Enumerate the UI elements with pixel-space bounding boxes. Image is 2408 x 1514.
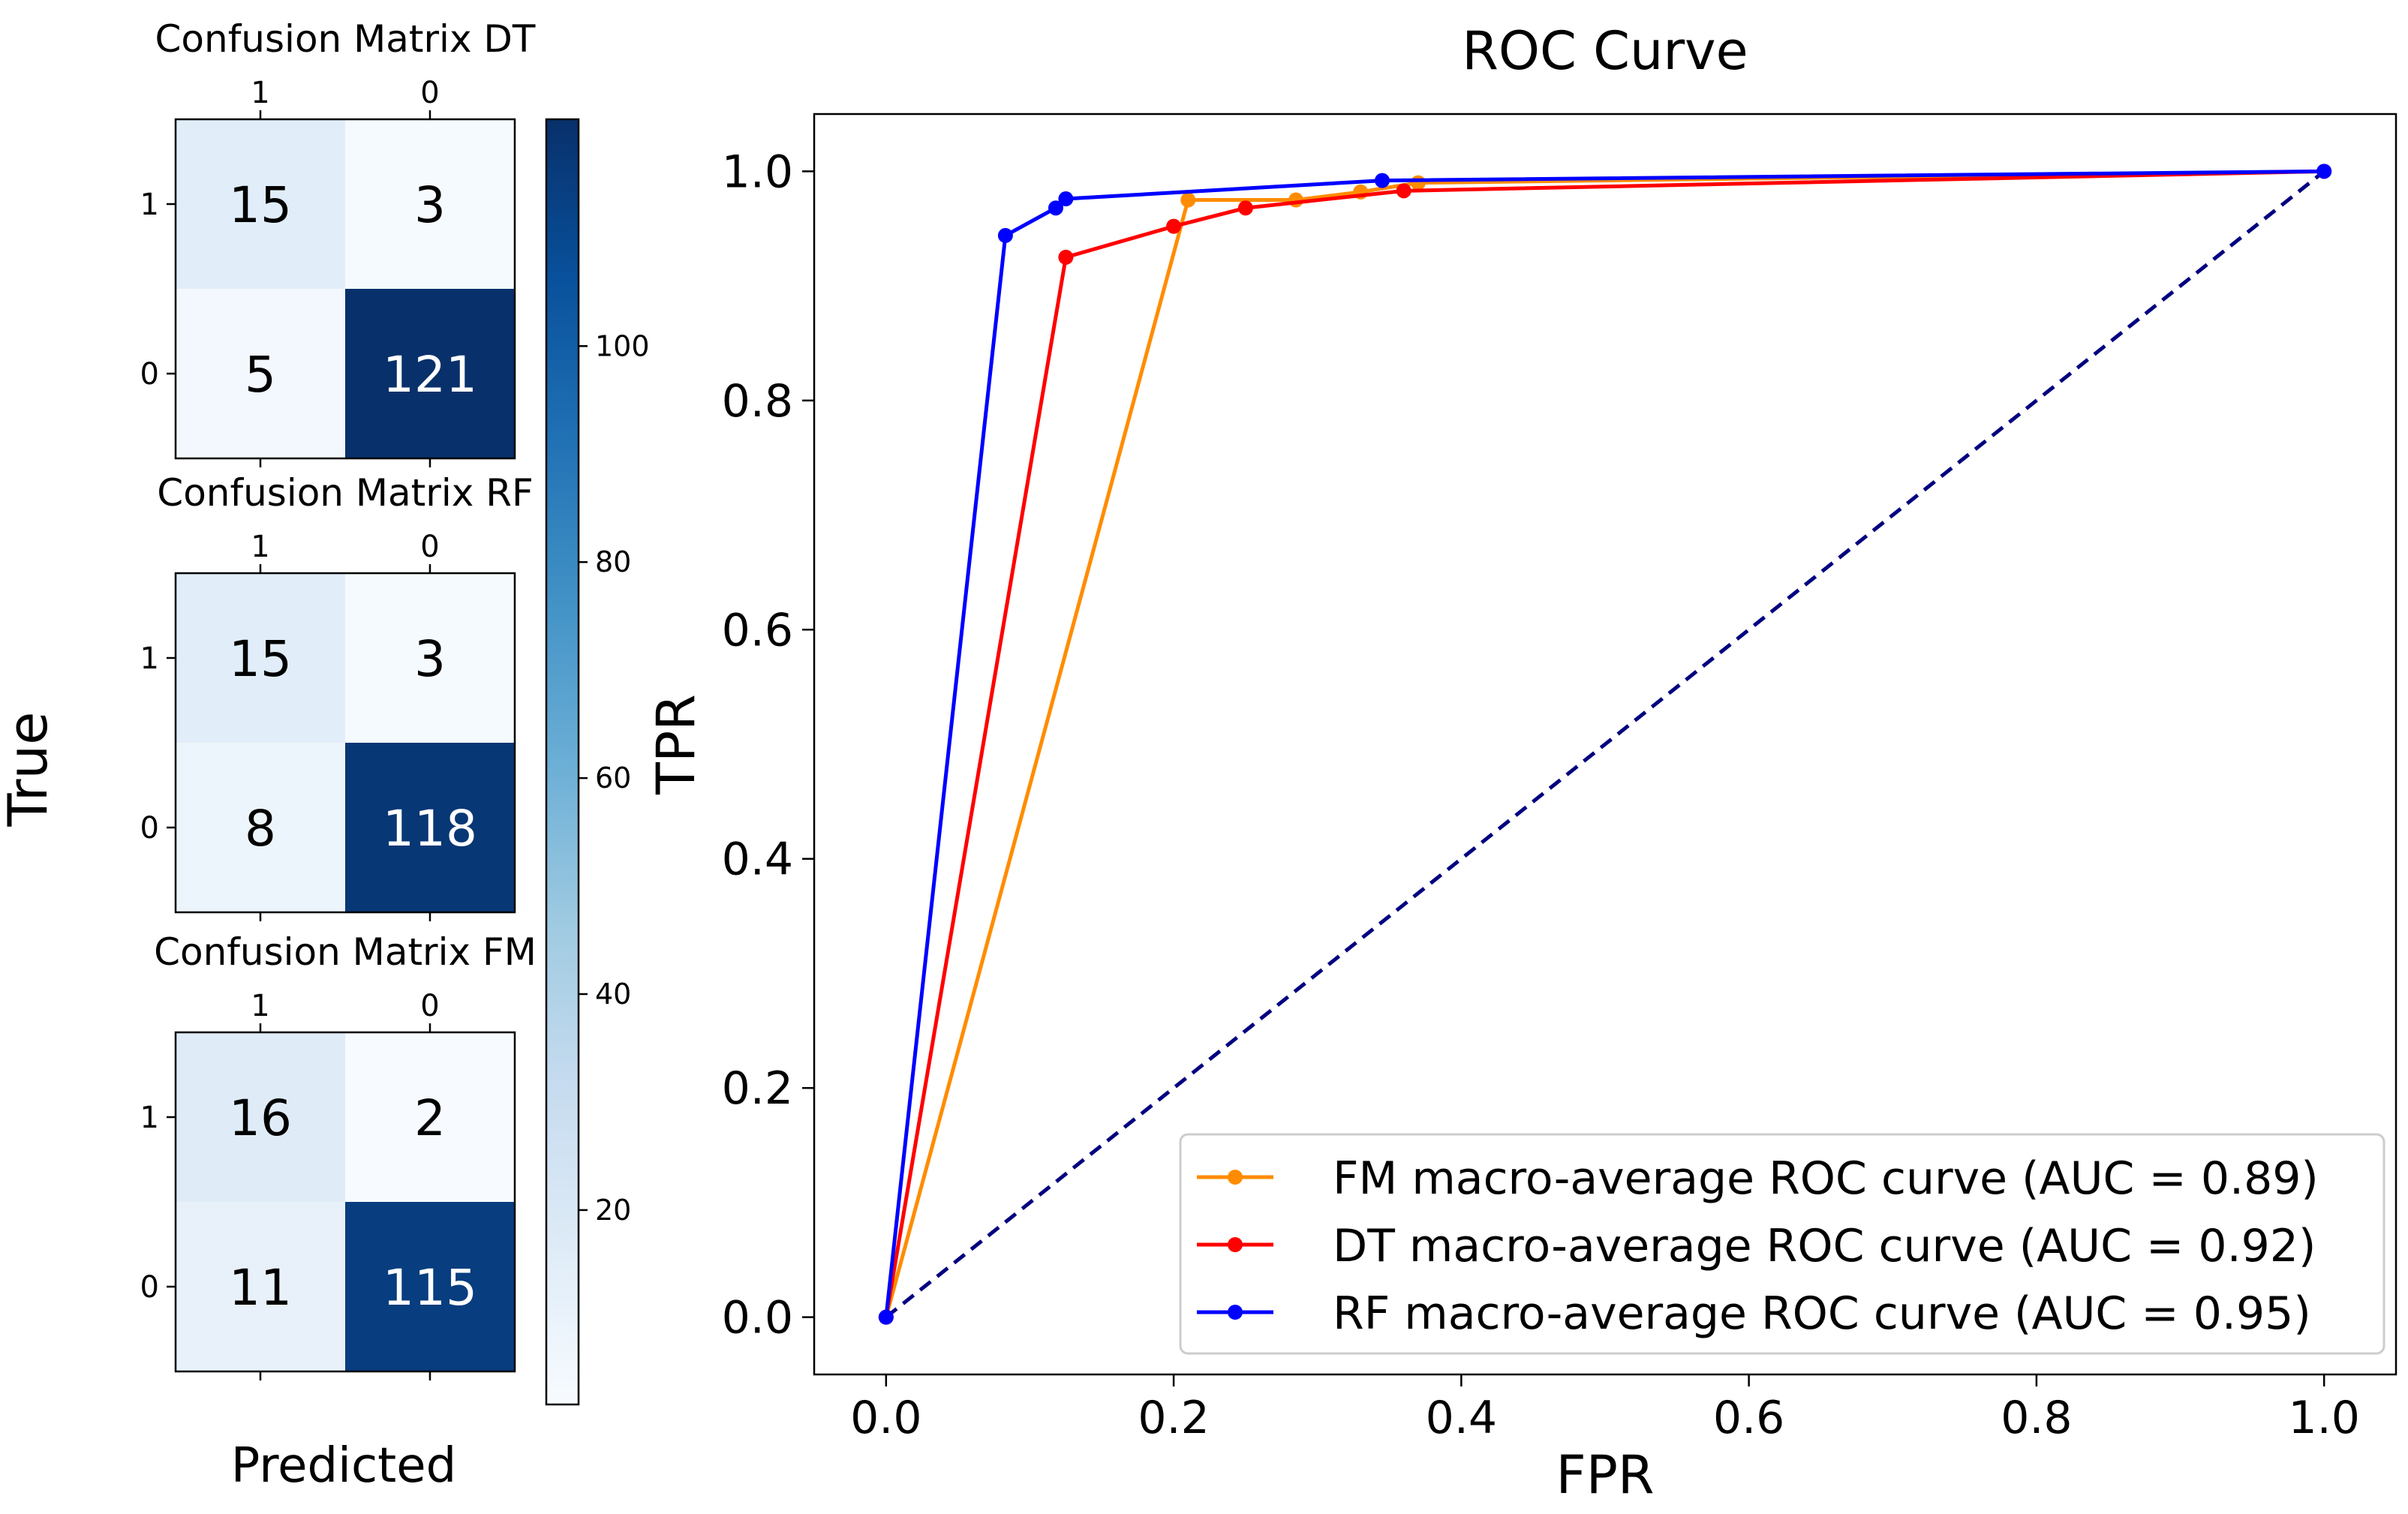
matrix-title: Confusion Matrix RF: [157, 471, 533, 515]
y-tick-label: 0.6: [722, 604, 793, 656]
colorbar-gradient: [545, 118, 580, 1406]
matrix-cell: [345, 289, 515, 458]
matrix-cell-value: 15: [229, 630, 292, 688]
matrix-cell: [176, 119, 345, 289]
col-tick-label: 1: [251, 530, 269, 564]
series-line-fm: [884, 169, 2325, 1318]
series-point-dt: [1058, 249, 1074, 265]
y-tick-label: 1.0: [722, 146, 793, 198]
shared-x-label: Predicted: [231, 1438, 456, 1494]
matrix-cell: [345, 1202, 515, 1371]
series-point-fm: [1288, 192, 1303, 208]
col-tick-label: 1: [251, 76, 269, 110]
legend-label: FM macro-average ROC curve (AUC = 0.89): [1333, 1152, 2319, 1205]
col-tick-label: 0: [420, 76, 439, 110]
roc-title: ROC Curve: [1462, 20, 1748, 82]
matrix-cell-value: 115: [383, 1259, 477, 1317]
matrix-title: Confusion Matrix FM: [154, 930, 537, 974]
matrix-frame: [174, 1031, 516, 1373]
matrix-cell-value: 121: [383, 346, 477, 404]
matrix-frame: [174, 118, 516, 460]
row-tick-label: 0: [140, 811, 159, 846]
series-point-rf: [997, 227, 1013, 243]
confusion-matrix-rf: Confusion Matrix RF 1 0 1 0 15 3 8 118: [140, 471, 534, 921]
x-tick-label: 0.0: [850, 1392, 921, 1444]
series-point-rf: [1374, 173, 1390, 188]
colorbar-tick-label: 20: [595, 1194, 631, 1227]
matrix-cell-value: 3: [414, 630, 446, 688]
row-tick-label: 1: [140, 641, 159, 676]
colorbar-tick-label: 60: [595, 762, 631, 795]
legend-swatch-marker: [1228, 1237, 1243, 1252]
chance-diagonal-line: [885, 170, 2325, 1319]
matrix-cell-value: 5: [245, 346, 276, 404]
matrix-cell-value: 8: [245, 800, 276, 858]
col-tick-label: 0: [420, 989, 439, 1023]
matrix-cell: [176, 1202, 345, 1371]
col-tick-label: 0: [420, 530, 439, 564]
matrix-cell: [176, 743, 345, 912]
series-line-dt: [884, 169, 2325, 1318]
matrix-cell-value: 16: [229, 1089, 292, 1147]
y-tick-label: 0.8: [722, 375, 793, 428]
roc-curve-chart: ROC Curve 0.0 0.2 0.4 0.6 0.8 1.0 0.0 0.2 0.4 0.6 0…: [645, 20, 2397, 1506]
legend-swatch-marker: [1228, 1305, 1243, 1320]
series-point-dt: [1396, 183, 1411, 199]
colorbar-tick-label: 40: [595, 978, 631, 1011]
x-tick-label: 0.2: [1138, 1392, 1209, 1444]
colorbar: 20 40 60 80 100: [545, 118, 650, 1406]
matrix-cell: [345, 743, 515, 912]
matrix-cell-value: 15: [229, 176, 292, 234]
matrix-cell: [345, 119, 515, 289]
series-point-dt: [1237, 200, 1253, 216]
confusion-matrix-dt: Confusion Matrix DT 1 0 1 0 15 3 5 121: [140, 17, 536, 467]
matrix-cell-value: 11: [229, 1259, 292, 1317]
roc-y-label: TPR: [645, 694, 707, 795]
matrix-cell: [345, 573, 515, 743]
roc-x-label: FPR: [1556, 1444, 1654, 1506]
x-tick-label: 0.4: [1426, 1392, 1497, 1444]
series-point-rf: [1048, 200, 1063, 216]
colorbar-tick-label: 100: [595, 329, 650, 362]
matrix-cell: [176, 1032, 345, 1202]
matrix-cell: [176, 573, 345, 743]
row-tick-label: 1: [140, 188, 159, 222]
shared-y-label: True: [0, 712, 59, 828]
y-tick-label: 0.0: [722, 1292, 793, 1344]
x-tick-label: 0.6: [1713, 1392, 1784, 1444]
series-point-rf: [2316, 164, 2332, 179]
x-tick-label: 1.0: [2288, 1392, 2359, 1444]
row-tick-label: 0: [140, 1270, 159, 1305]
row-tick-label: 0: [140, 357, 159, 392]
matrix-cell: [176, 289, 345, 458]
matrix-cell: [345, 1032, 515, 1202]
y-tick-label: 0.2: [722, 1062, 793, 1115]
row-tick-label: 1: [140, 1101, 159, 1135]
matrix-frame: [174, 572, 516, 914]
col-tick-label: 1: [251, 989, 269, 1023]
legend-box: [1179, 1133, 2385, 1355]
legend-label: RF macro-average ROC curve (AUC = 0.95): [1333, 1287, 2311, 1340]
matrix-cell-value: 118: [383, 800, 477, 858]
y-tick-label: 0.4: [722, 834, 793, 886]
series-point-rf: [878, 1309, 894, 1325]
x-tick-label: 0.8: [2001, 1392, 2072, 1444]
matrix-cell-value: 2: [414, 1089, 446, 1147]
matrix-cell-value: 3: [414, 176, 446, 234]
series-point-rf: [1058, 191, 1074, 207]
colorbar-tick-label: 80: [595, 545, 631, 578]
series-point-dt: [1166, 218, 1182, 234]
series-point-fm: [1410, 175, 1426, 191]
matrix-title: Confusion Matrix DT: [155, 17, 536, 61]
legend-swatch-marker: [1228, 1170, 1243, 1185]
legend-label: DT macro-average ROC curve (AUC = 0.92): [1333, 1220, 2316, 1272]
confusion-matrix-fm: Confusion Matrix FM 1 0 1 0 16 2 11 115: [140, 930, 537, 1380]
series-point-fm: [1180, 192, 1196, 208]
